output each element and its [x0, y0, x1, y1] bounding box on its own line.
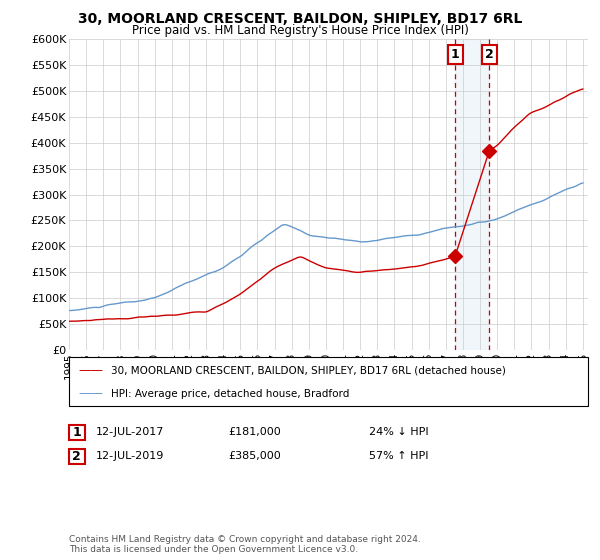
Text: ——: —— [78, 364, 103, 377]
Text: 30, MOORLAND CRESCENT, BAILDON, SHIPLEY, BD17 6RL (detached house): 30, MOORLAND CRESCENT, BAILDON, SHIPLEY,… [111, 366, 506, 376]
Text: 1: 1 [73, 426, 81, 439]
Text: 30, MOORLAND CRESCENT, BAILDON, SHIPLEY, BD17 6RL: 30, MOORLAND CRESCENT, BAILDON, SHIPLEY,… [78, 12, 522, 26]
Text: ——: —— [78, 387, 103, 400]
Text: Price paid vs. HM Land Registry's House Price Index (HPI): Price paid vs. HM Land Registry's House … [131, 24, 469, 36]
Text: 12-JUL-2017: 12-JUL-2017 [96, 427, 164, 437]
Text: 12-JUL-2019: 12-JUL-2019 [96, 451, 164, 461]
Text: 2: 2 [485, 48, 494, 61]
Text: Contains HM Land Registry data © Crown copyright and database right 2024.
This d: Contains HM Land Registry data © Crown c… [69, 535, 421, 554]
Text: 24% ↓ HPI: 24% ↓ HPI [369, 427, 428, 437]
Text: HPI: Average price, detached house, Bradford: HPI: Average price, detached house, Brad… [111, 389, 349, 399]
Text: 57% ↑ HPI: 57% ↑ HPI [369, 451, 428, 461]
Bar [455, 39, 490, 350]
Text: 1: 1 [451, 48, 460, 61]
Text: £181,000: £181,000 [228, 427, 281, 437]
Text: £385,000: £385,000 [228, 451, 281, 461]
Text: 2: 2 [73, 450, 81, 463]
